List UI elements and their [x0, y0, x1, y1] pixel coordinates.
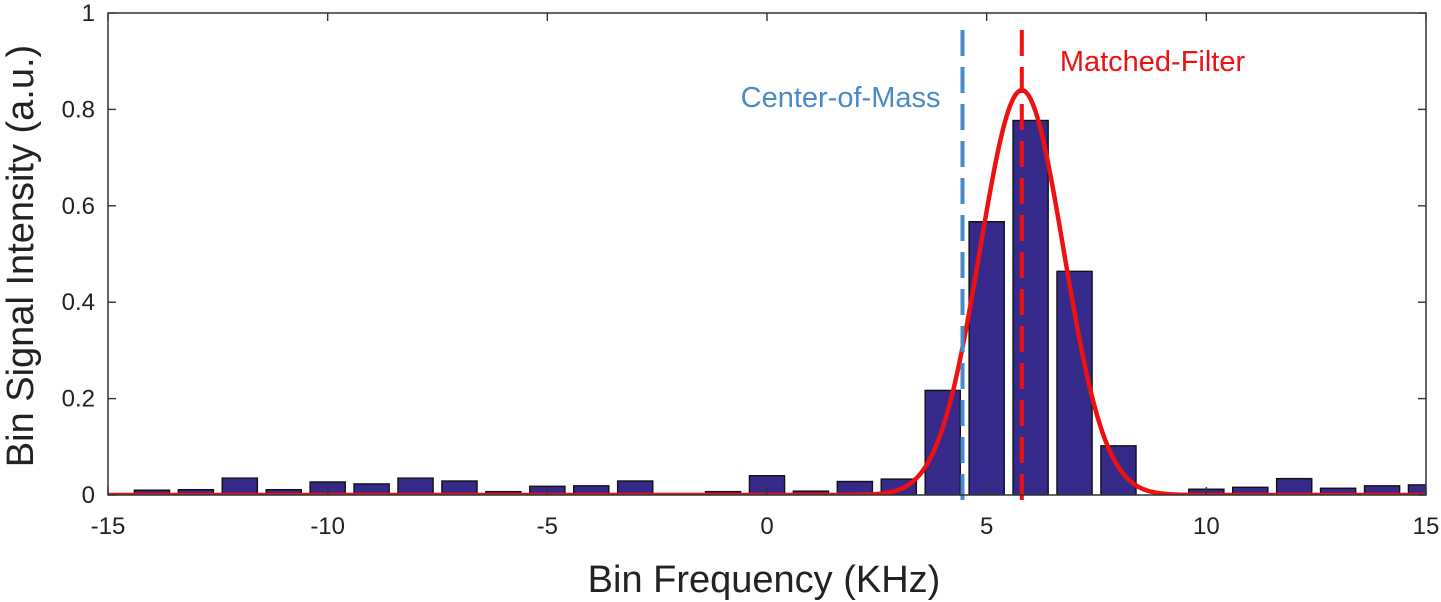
bar [353, 483, 390, 495]
bar [441, 480, 478, 495]
x-tick-label: 10 [1193, 513, 1220, 540]
fit-curve-layer [108, 87, 1426, 495]
x-axis-title: Bin Frequency (KHz) [588, 559, 941, 601]
marker-layer: Center-of-Mass Matched-Filter [741, 30, 1246, 503]
x-tick-label: -15 [91, 513, 126, 540]
y-tick-label: 0.8 [62, 96, 95, 123]
y-axis-title: Bin Signal Intensity (a.u.) [0, 45, 42, 467]
bar [1319, 487, 1357, 495]
bar [968, 221, 1005, 495]
x-tick-label: 5 [980, 513, 993, 540]
marker-label: Matched-Filter [1060, 46, 1246, 78]
y-tick-label: 0 [82, 482, 95, 509]
bars-layer [133, 119, 1426, 495]
bar [221, 477, 259, 495]
y-tick-label: 0.6 [62, 193, 95, 220]
fit-curve [108, 87, 1426, 495]
bar [1012, 119, 1049, 495]
bar [1363, 485, 1401, 495]
bar [397, 477, 434, 495]
ticks-layer: -15 -10 -5 0 5 10 15 0 0.2 0.4 0.6 0.8 1 [62, 0, 1440, 540]
x-tick-label: 15 [1413, 513, 1440, 540]
y-tick-label: 0.2 [62, 386, 95, 413]
bar [1275, 477, 1313, 495]
bar [924, 389, 962, 495]
bar [748, 475, 786, 495]
bar [572, 485, 610, 495]
x-tick-label: -5 [537, 513, 558, 540]
marker-label: Center-of-Mass [741, 82, 941, 114]
y-tick-label: 1 [82, 0, 95, 27]
x-tick-label: 0 [760, 513, 773, 540]
x-tick-label: -10 [310, 513, 345, 540]
bar [616, 480, 654, 495]
y-tick-label: 0.4 [62, 289, 95, 316]
